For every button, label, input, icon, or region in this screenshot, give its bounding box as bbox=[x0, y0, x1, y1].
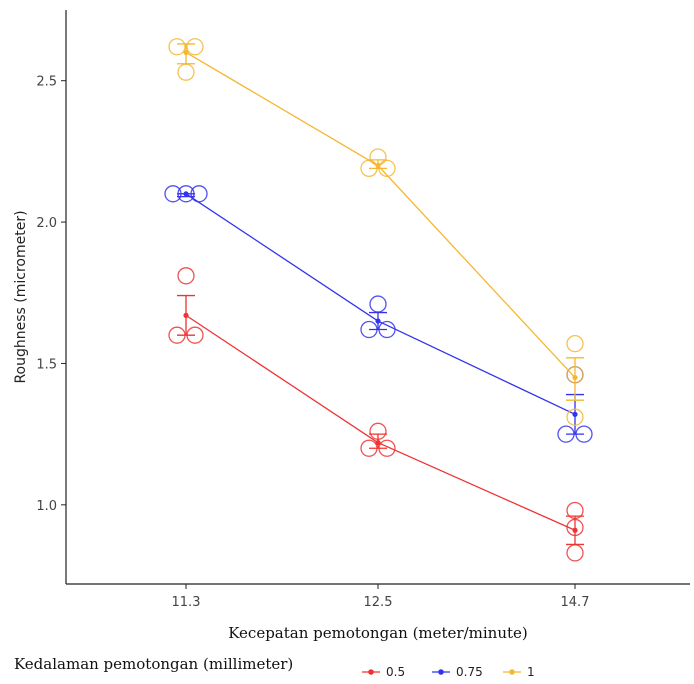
legend-key-point bbox=[368, 669, 374, 675]
legend-key-point bbox=[509, 669, 515, 675]
x-tick-label: 14.7 bbox=[561, 595, 590, 610]
observation-point bbox=[566, 335, 584, 353]
mean-point bbox=[375, 440, 381, 446]
legend: Kedalaman pemotongan (millimeter) 0.5 0.7… bbox=[14, 655, 535, 679]
legend-key-point bbox=[438, 669, 444, 675]
mean-point bbox=[572, 411, 578, 417]
y-tick-label: 2.0 bbox=[36, 216, 57, 231]
observation-point bbox=[177, 267, 195, 285]
legend-label: 0.5 bbox=[386, 665, 405, 679]
series-0.75 bbox=[164, 185, 593, 443]
y-tick-label: 1.5 bbox=[36, 357, 57, 372]
y-axis-title: Roughness (micrometer) bbox=[13, 210, 29, 383]
legend-item-0.75: 0.75 bbox=[432, 665, 483, 679]
observation-point bbox=[186, 38, 204, 56]
legend-title: Kedalaman pemotongan (millimeter) bbox=[14, 655, 293, 673]
series-layer bbox=[164, 38, 593, 562]
x-ticks: 11.3 12.5 14.7 bbox=[172, 584, 590, 610]
x-tick-label: 11.3 bbox=[172, 595, 201, 610]
y-tick-label: 2.5 bbox=[36, 75, 57, 90]
mean-point bbox=[572, 527, 578, 533]
observation-point bbox=[566, 544, 584, 562]
observation-point bbox=[177, 63, 195, 81]
legend-item-1: 1 bbox=[503, 665, 535, 679]
mean-point bbox=[183, 191, 189, 197]
mean-point bbox=[183, 49, 189, 56]
observation-point bbox=[168, 38, 186, 56]
x-axis-title: Kecepatan pemotongan (meter/minute) bbox=[228, 624, 528, 642]
series-0.5 bbox=[168, 267, 584, 562]
legend-label: 0.75 bbox=[456, 665, 483, 679]
axes bbox=[65, 10, 690, 585]
observation-point bbox=[369, 295, 387, 313]
x-tick-label: 12.5 bbox=[364, 595, 393, 610]
y-ticks: 1.0 1.5 2.0 2.5 bbox=[36, 75, 66, 514]
series-line bbox=[185, 193, 576, 415]
mean-point bbox=[183, 312, 189, 318]
observation-point bbox=[566, 408, 584, 426]
legend-label: 1 bbox=[527, 665, 535, 679]
series-line bbox=[185, 314, 576, 531]
mean-point bbox=[375, 162, 381, 169]
y-tick-label: 1.0 bbox=[36, 499, 57, 514]
legend-item-0.5: 0.5 bbox=[362, 665, 405, 679]
mean-point bbox=[375, 318, 381, 324]
series-line bbox=[185, 51, 576, 379]
series-1 bbox=[168, 38, 584, 426]
mean-point bbox=[572, 374, 578, 381]
legend-items: 0.5 0.75 1 bbox=[362, 665, 535, 679]
